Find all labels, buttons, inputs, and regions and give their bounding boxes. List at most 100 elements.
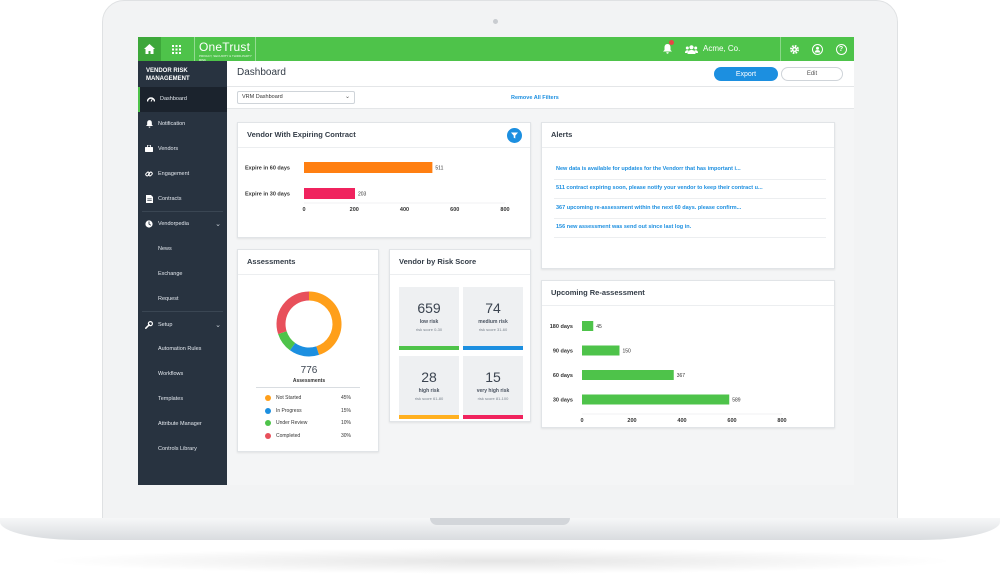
bar <box>582 394 730 405</box>
gear-icon[interactable] <box>783 37 805 61</box>
alert-item[interactable]: 156 new assessment was send out since la… <box>556 224 692 230</box>
tick-label: 600 <box>727 418 736 424</box>
sidebar-item-engagement[interactable]: Engagement <box>138 161 227 186</box>
legend-item: Not Started 45% <box>265 392 351 404</box>
risk-count: 74 <box>485 300 501 316</box>
edit-button[interactable]: Edit <box>781 67 843 81</box>
main-content: Dashboard Export Edit VRM Dashboard ⌄ Re… <box>227 61 854 485</box>
risk-label: very high risk <box>476 388 510 394</box>
risk-tile-medium[interactable]: 74 medium risk risk score 31-60 <box>463 287 523 350</box>
sidebar-title: VENDOR RISK MANAGEMENT <box>146 68 190 82</box>
filter-icon[interactable] <box>507 128 522 143</box>
sidebar-item-request[interactable]: Request <box>138 286 227 311</box>
risk-label: low risk <box>419 319 439 325</box>
sidebar-item-templates[interactable]: Templates <box>138 387 227 412</box>
sidebar-item-label: News <box>158 246 172 253</box>
sidebar-item-label: Engagement <box>158 170 190 177</box>
book-icon <box>145 220 153 228</box>
sidebar-item-label: Attribute Manager <box>158 420 202 427</box>
sidebar-item-notification[interactable]: Notification <box>138 112 227 137</box>
vendors-icon <box>145 145 153 153</box>
apps-grid-icon[interactable] <box>165 37 187 61</box>
sidebar-item-label: Automation Rules <box>158 346 202 353</box>
risk-tile-very-high[interactable]: 15 very high risk risk score 81-100 <box>463 356 523 419</box>
sidebar-item-vendors[interactable]: Vendors <box>138 137 227 162</box>
logo-text: OneTrust <box>199 40 251 54</box>
sidebar-item-news[interactable]: News <box>138 237 227 262</box>
sidebar-item-label: Vendorpedia <box>158 221 189 228</box>
legend-dot <box>265 432 271 439</box>
legend-label: Under Review <box>276 420 308 426</box>
help-icon[interactable]: ? <box>830 37 852 61</box>
legend-dot <box>265 407 271 414</box>
alert-item[interactable]: 511 contract expiring soon, please notif… <box>556 185 763 191</box>
dashboard-select[interactable]: VRM Dashboard ⌄ <box>237 91 355 104</box>
sidebar-item-label: Exchange <box>158 270 183 277</box>
filter-bar: VRM Dashboard ⌄ Remove All Filters <box>227 87 854 109</box>
sidebar-divider <box>142 311 223 313</box>
risk-range: risk score 61-80 <box>414 396 444 401</box>
sidebar-item-attribute-manager[interactable]: Attribute Manager <box>138 411 227 436</box>
legend-divider <box>256 387 360 388</box>
legend-item: Under Review 10% <box>265 417 351 429</box>
sidebar-item-dashboard[interactable]: Dashboard <box>138 87 227 112</box>
app-screen: OneTrust PRIVACY, SECURITY & THIRD-PARTY… <box>138 37 854 485</box>
risk-count: 28 <box>421 369 437 385</box>
sidebar-item-vendorpedia[interactable]: Vendorpedia ⌄ <box>138 212 227 237</box>
sidebar-item-setup[interactable]: Setup ⌄ <box>138 312 227 337</box>
data-label: 589 <box>732 398 741 404</box>
bell-icon[interactable] <box>657 37 677 61</box>
sidebar: VENDOR RISK MANAGEMENT Dashboard Notific… <box>138 61 227 485</box>
laptop-notch <box>430 518 570 525</box>
sidebar-item-label: Templates <box>158 395 184 402</box>
sidebar-item-contracts[interactable]: Contracts <box>138 186 227 211</box>
tick-label: 400 <box>400 207 409 213</box>
risk-color-bar <box>463 346 523 350</box>
risk-range: risk score 0-30 <box>415 327 443 332</box>
dashboard-icon <box>147 95 155 103</box>
remove-all-filters-link[interactable]: Remove All Filters <box>511 95 559 101</box>
alert-divider <box>554 237 826 238</box>
bar <box>582 370 674 380</box>
tick-label: 600 <box>450 207 459 213</box>
legend-value: 15% <box>340 407 351 414</box>
sidebar-item-label: Dashboard <box>160 96 187 103</box>
chevron-down-icon[interactable]: ⌄ <box>215 221 221 229</box>
data-label: 511 <box>435 166 443 172</box>
card-divider <box>542 305 834 306</box>
home-icon[interactable] <box>138 37 161 61</box>
chevron-down-icon[interactable]: ⌄ <box>215 321 221 329</box>
chevron-down-icon: ⌄ <box>344 94 350 100</box>
assessments-total: 776 <box>300 365 318 376</box>
legend-item: In Progress 15% <box>265 405 351 417</box>
category-label: Expire in 30 days <box>245 192 290 198</box>
risk-range: risk score 31-60 <box>478 327 508 332</box>
dashboard-select-value: VRM Dashboard <box>242 94 283 100</box>
alert-item[interactable]: New data is available for updates for th… <box>556 166 741 172</box>
sidebar-item-exchange[interactable]: Exchange <box>138 262 227 287</box>
users-icon[interactable] <box>682 37 700 61</box>
donut-slice <box>289 342 320 357</box>
bar <box>582 321 594 331</box>
sidebar-item-controls-library[interactable]: Controls Library <box>138 436 227 461</box>
onetrust-logo[interactable]: OneTrust PRIVACY, SECURITY & THIRD-PARTY… <box>194 37 256 62</box>
sidebar-item-automation-rules[interactable]: Automation Rules <box>138 337 227 362</box>
link-icon <box>145 170 153 178</box>
sidebar-item-workflows[interactable]: Workflows <box>138 362 227 387</box>
user-profile-icon[interactable] <box>806 37 828 61</box>
legend-label: Not Started <box>276 395 302 401</box>
bar <box>304 162 433 173</box>
risk-count: 659 <box>417 300 441 316</box>
card-title: Vendor With Expiring Contract <box>247 130 356 139</box>
sidebar-item-label: Workflows <box>158 371 184 378</box>
company-name[interactable]: Acme, Co. <box>703 44 741 53</box>
risk-color-bar <box>463 415 523 419</box>
risk-tile-low[interactable]: 659 low risk risk score 0-30 <box>399 287 459 350</box>
export-button[interactable]: Export <box>714 67 778 81</box>
tick-label: 200 <box>350 207 359 213</box>
risk-count: 15 <box>485 369 501 385</box>
alert-item[interactable]: 367 upcoming re-assessment within the ne… <box>556 205 742 211</box>
risk-tile-high[interactable]: 28 high risk risk score 61-80 <box>399 356 459 419</box>
category-label: 30 days <box>553 398 573 404</box>
card-title: Vendor by Risk Score <box>399 257 477 266</box>
